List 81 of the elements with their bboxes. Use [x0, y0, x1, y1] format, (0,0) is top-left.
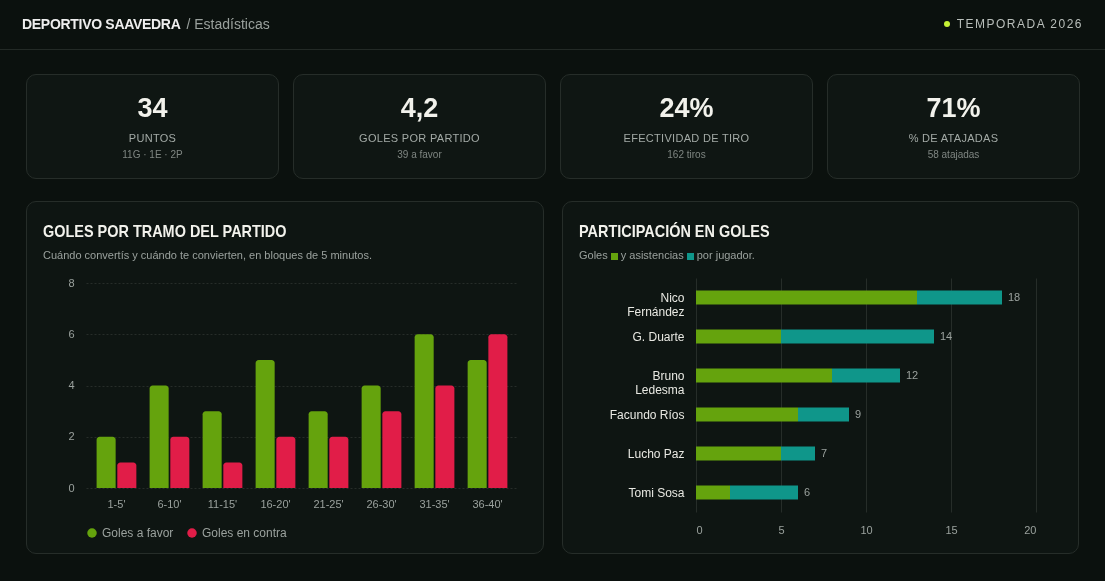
total-label: 6 [804, 485, 811, 498]
total-label: 14 [940, 329, 953, 342]
chart-title: PARTICIPACIÓN EN GOLES [579, 222, 770, 242]
x-tick-label: 10 [860, 523, 873, 536]
x-tick-label: 26-30' [366, 497, 397, 510]
bar [361, 385, 381, 488]
bar [696, 368, 832, 383]
text: / Estadísticas [186, 16, 270, 32]
bar [414, 334, 434, 488]
legend-label: Goles en contra [202, 526, 288, 540]
bar [223, 462, 243, 488]
bar [488, 334, 508, 488]
bar [730, 485, 798, 500]
legend-label: Goles a favor [102, 526, 174, 540]
bar [696, 290, 917, 305]
total-label: 18 [1008, 290, 1021, 303]
legend-label: y asistencias [620, 249, 684, 261]
bar [202, 411, 222, 488]
x-tick-label: 20 [1024, 523, 1037, 536]
text: TEMPORADA 2026 [956, 17, 1083, 31]
y-tick-label: 8 [68, 276, 75, 289]
chart-subtitle: por jugador. [696, 249, 755, 261]
text: 39 a favor [396, 149, 443, 160]
text: 58 atajadas [926, 149, 981, 160]
bar [96, 436, 116, 488]
y-tick-label: Bruno Ledesma [635, 368, 685, 397]
total-label: 7 [821, 446, 828, 459]
bar [467, 359, 487, 488]
y-tick-label: Lucho Paz [627, 446, 685, 461]
total-label: 9 [855, 407, 862, 420]
x-tick-label: 31-35' [419, 497, 450, 510]
text: DEPORTIVO SAAVEDRA [22, 16, 181, 32]
y-tick-label: 2 [68, 430, 75, 443]
bar [382, 411, 402, 488]
x-tick-label: 21-25' [313, 497, 344, 510]
total-label: 12 [906, 368, 919, 381]
x-tick-label: 6-10' [157, 497, 182, 510]
bar [149, 385, 169, 488]
y-tick-label: Facundo Ríos [609, 407, 685, 422]
bar [917, 290, 1002, 305]
bar [329, 436, 349, 488]
text: PUNTOS [127, 132, 178, 144]
y-tick-label: 4 [68, 379, 75, 391]
chart-subtitle: Cuándo convertís y cuándo te convierten, en bloques de 5 minutos. [43, 249, 372, 261]
bar [832, 368, 900, 383]
bar [781, 446, 815, 461]
chart-title: GOLES POR TRAMO DEL PARTIDO [43, 222, 287, 242]
x-tick-label: 15 [945, 523, 958, 536]
bar [696, 407, 798, 422]
text: EFECTIVIDAD DE TIRO [622, 132, 751, 144]
x-tick-label: 16-20' [260, 497, 291, 510]
bar [435, 385, 455, 488]
y-tick-label: G. Duarte [632, 329, 685, 344]
x-tick-label: 5 [778, 523, 785, 536]
bar [781, 329, 934, 344]
text: 162 tiros [666, 149, 707, 160]
x-tick-label: 36-40' [472, 497, 503, 510]
bar [170, 436, 190, 488]
bar [117, 462, 137, 488]
bar [308, 411, 328, 488]
text: % DE ATAJADAS [907, 132, 1000, 144]
bar [276, 436, 296, 488]
bar [696, 446, 781, 461]
text: 34 [136, 93, 169, 124]
bar [696, 485, 730, 500]
x-tick-label: 1-5' [107, 497, 126, 510]
text: 11G · 1E · 2P [121, 149, 184, 160]
y-tick-label: Tomi Sosa [628, 485, 685, 500]
y-tick-label: 0 [68, 481, 75, 494]
bar [798, 407, 849, 422]
text: 71% [925, 93, 982, 124]
text: 24% [658, 93, 715, 124]
text: GOLES POR PARTIDO [358, 132, 481, 144]
y-tick-label: Nico Fernández [627, 290, 685, 319]
legend-label: Goles [579, 249, 608, 261]
y-tick-label: 6 [68, 327, 75, 340]
bar [255, 359, 275, 488]
text: 4,2 [399, 93, 440, 124]
x-tick-label: 11-15' [207, 497, 238, 510]
bar [696, 329, 781, 344]
x-tick-label: 0 [696, 523, 703, 536]
